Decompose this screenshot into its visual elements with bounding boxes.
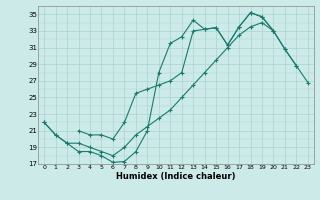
X-axis label: Humidex (Indice chaleur): Humidex (Indice chaleur) [116, 172, 236, 181]
